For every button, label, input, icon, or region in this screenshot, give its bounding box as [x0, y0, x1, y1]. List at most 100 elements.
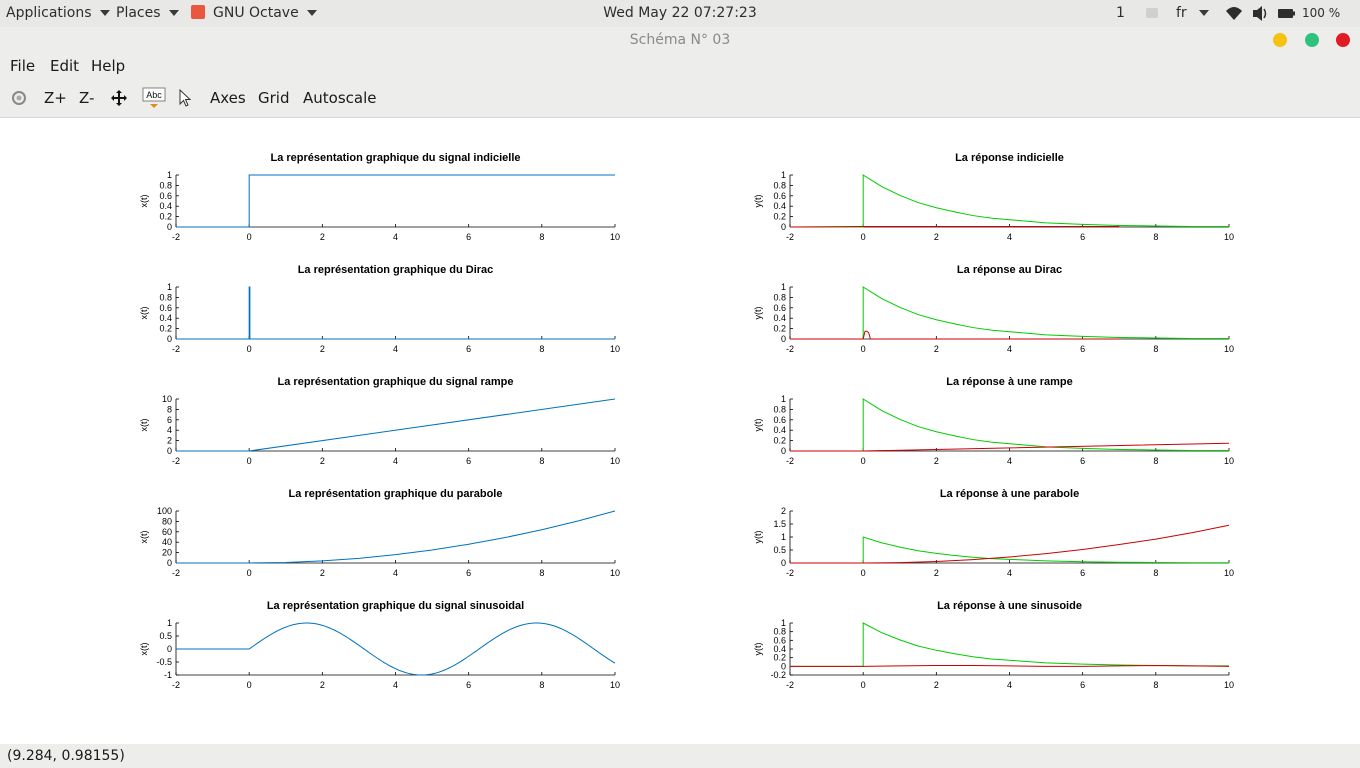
menu-file[interactable]: File: [10, 57, 36, 75]
app-menu[interactable]: GNU Octave: [191, 0, 317, 27]
autoscale-button[interactable]: Autoscale: [303, 89, 377, 107]
x-tick-label: 8: [539, 232, 544, 242]
y-tick-label: 0: [167, 558, 172, 568]
x-tick-label: 2: [320, 232, 325, 242]
x-tick-label: 4: [1007, 456, 1012, 466]
x-tick-label: 10: [610, 680, 620, 690]
zoom-out-button[interactable]: Z-: [79, 89, 95, 107]
x-tick-label: 0: [247, 344, 252, 354]
x-tick-label: 2: [320, 344, 325, 354]
close-button[interactable]: [1336, 33, 1350, 47]
subplot-1[interactable]: La représentation graphique du signal in…: [139, 152, 620, 242]
applications-menu[interactable]: Applications: [6, 0, 110, 27]
places-menu[interactable]: Places: [116, 0, 179, 27]
y-axis-label: x(t): [139, 195, 149, 208]
minimize-button[interactable]: [1273, 33, 1287, 47]
x-tick-label: 8: [539, 568, 544, 578]
series-line-2: [790, 524, 1230, 564]
y-axis-label: y(t): [753, 643, 763, 656]
pan-icon[interactable]: [110, 88, 128, 113]
x-tick-label: 2: [934, 680, 939, 690]
y-tick-label: 0.4: [773, 201, 786, 211]
y-tick-label: 1: [781, 282, 786, 292]
x-tick-label: 2: [320, 680, 325, 690]
y-tick-label: 0: [781, 446, 786, 456]
y-tick-label: 1: [781, 170, 786, 180]
x-tick-label: 0: [247, 568, 252, 578]
y-tick-label: 0.8: [159, 180, 172, 190]
y-tick-label: 0: [167, 644, 172, 654]
x-tick-label: 10: [610, 232, 620, 242]
status-bar: (9.284, 0.98155): [0, 744, 1360, 768]
menu-help[interactable]: Help: [91, 57, 126, 75]
y-tick-label: 1: [781, 394, 786, 404]
x-tick-label: 0: [861, 456, 866, 466]
subplot-title: La réponse à une rampe: [946, 376, 1073, 388]
subplot-title: La représentation graphique du signal si…: [267, 600, 524, 612]
cursor-coordinates: (9.284, 0.98155): [7, 748, 125, 764]
y-tick-label: 4: [167, 425, 172, 435]
x-tick-label: 10: [1224, 456, 1234, 466]
wifi-icon[interactable]: [1225, 0, 1243, 27]
applications-label: Applications: [6, 5, 92, 21]
y-tick-label: -0.5: [156, 657, 172, 667]
x-tick-label: 6: [1080, 344, 1085, 354]
volume-icon[interactable]: [1251, 0, 1269, 27]
subplot-7[interactable]: La représentation graphique du parabole -…: [139, 488, 620, 578]
zoom-in-button[interactable]: Z+: [44, 89, 67, 107]
rotate-icon[interactable]: [10, 88, 28, 113]
y-tick-label: 20: [162, 548, 172, 558]
axes-button[interactable]: Axes: [210, 89, 246, 107]
menu-edit[interactable]: Edit: [50, 57, 80, 75]
y-tick-label: 0.4: [773, 425, 786, 435]
subplot-title: La représentation graphique du parabole: [289, 488, 503, 500]
workspace-indicator[interactable]: 1: [1116, 5, 1125, 21]
x-tick-label: 6: [1080, 456, 1085, 466]
y-tick-label: 0.8: [773, 404, 786, 414]
battery-percent[interactable]: 100 %: [1302, 6, 1341, 20]
x-tick-label: 10: [1224, 344, 1234, 354]
y-tick-label: 6: [167, 415, 172, 425]
maximize-button[interactable]: [1305, 33, 1319, 47]
y-tick-label: 0.8: [773, 292, 786, 302]
window-titlebar[interactable]: Schéma N° 03: [0, 27, 1360, 53]
clock[interactable]: Wed May 22 07:27:23: [603, 5, 757, 21]
y-tick-label: 0: [781, 558, 786, 568]
x-tick-label: 2: [320, 568, 325, 578]
x-tick-label: 6: [1080, 680, 1085, 690]
y-tick-label: 1: [781, 532, 786, 542]
subplot-9[interactable]: La représentation graphique du signal si…: [139, 600, 620, 690]
subplot-8[interactable]: La réponse à une parabole-2 0 2 4 6 8 1000.511…: [753, 488, 1234, 578]
y-tick-label: 0.8: [773, 180, 786, 190]
y-tick-label: 0: [781, 661, 786, 671]
x-tick-label: 4: [1007, 680, 1012, 690]
x-tick-label: 0: [861, 680, 866, 690]
subplot-6[interactable]: La réponse à une rampe-2 0 2 4 6 8 1000.20.40.…: [753, 376, 1234, 466]
figure-canvas[interactable]: La représentation graphique du signal in…: [0, 118, 1360, 744]
grid-button[interactable]: Grid: [258, 89, 290, 107]
battery-icon[interactable]: [1277, 0, 1297, 27]
x-tick-label: 6: [1080, 568, 1085, 578]
text-tool-icon[interactable]: Abc: [142, 86, 166, 115]
series-line-1: [790, 174, 1229, 228]
subplot-3[interactable]: La représentation graphique du Dirac-2 0 2…: [139, 264, 620, 354]
x-tick-label: 10: [610, 344, 620, 354]
x-tick-label: 2: [934, 456, 939, 466]
text-tool-label: Abc: [146, 90, 162, 100]
subplot-title: La représentation graphique du signal ra…: [278, 376, 514, 388]
subplot-5[interactable]: La représentation graphique du signal ra…: [139, 376, 620, 466]
series-line-1: [790, 398, 1229, 452]
subplot-10[interactable]: La réponse à une sinusoide-2 0 2 4 6 8 10-0.20…: [753, 600, 1234, 690]
keyboard-layout-menu[interactable]: fr: [1176, 0, 1209, 27]
subplot-title: La réponse à une sinusoide: [937, 600, 1082, 612]
pointer-icon[interactable]: [178, 88, 192, 113]
y-tick-label: 0.2: [159, 324, 172, 334]
x-tick-label: 8: [539, 456, 544, 466]
x-tick-label: -2: [172, 344, 180, 354]
subplot-4[interactable]: La réponse au Dirac-2 0 2 4 6 8 1000.20.40.60.…: [753, 264, 1234, 354]
x-tick-label: 0: [861, 568, 866, 578]
subplot-2[interactable]: La réponse indicielle-2 0 2 4 6 8 1000.20.40.6…: [753, 152, 1234, 242]
x-tick-label: 8: [1153, 344, 1158, 354]
subplots-svg: La représentation graphique du signal in…: [139, 152, 1234, 690]
y-tick-label: 0.6: [773, 415, 786, 425]
